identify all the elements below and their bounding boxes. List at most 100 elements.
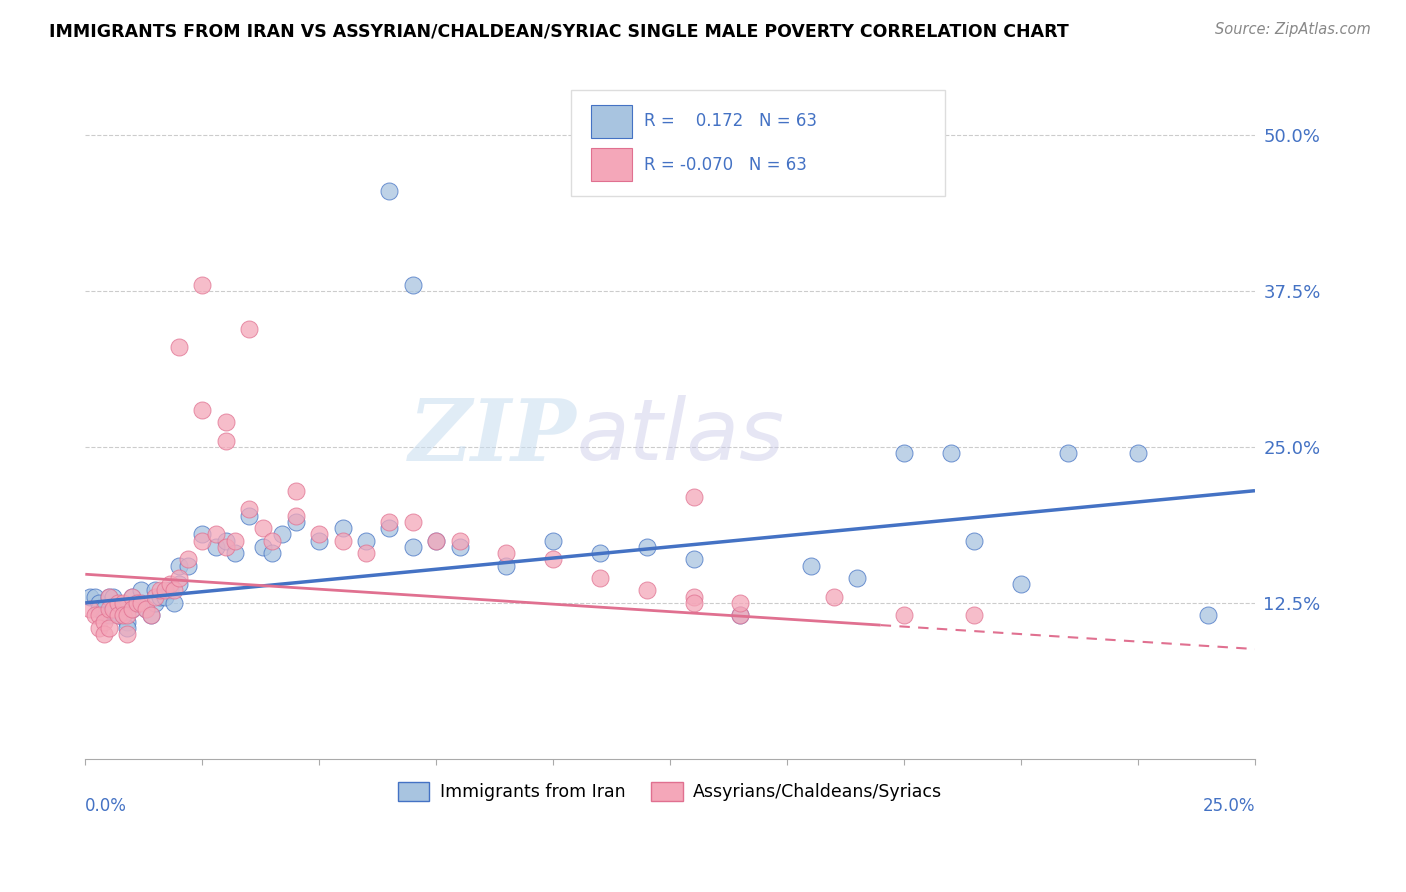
Point bbox=[284, 508, 307, 523]
Point bbox=[238, 502, 260, 516]
Text: ZIP: ZIP bbox=[409, 394, 576, 478]
Point bbox=[121, 590, 143, 604]
Point bbox=[83, 590, 105, 604]
Point bbox=[636, 583, 658, 598]
Point bbox=[963, 608, 986, 623]
Point bbox=[963, 533, 986, 548]
Point bbox=[191, 533, 214, 548]
Point bbox=[97, 590, 120, 604]
Point bbox=[79, 590, 101, 604]
FancyBboxPatch shape bbox=[571, 90, 945, 196]
Point bbox=[131, 596, 153, 610]
Point bbox=[107, 608, 129, 623]
Point bbox=[111, 608, 134, 623]
Point bbox=[139, 608, 162, 623]
Point bbox=[163, 583, 186, 598]
Text: IMMIGRANTS FROM IRAN VS ASSYRIAN/CHALDEAN/SYRIAC SINGLE MALE POVERTY CORRELATION: IMMIGRANTS FROM IRAN VS ASSYRIAN/CHALDEA… bbox=[49, 22, 1069, 40]
Point bbox=[191, 277, 214, 292]
FancyBboxPatch shape bbox=[591, 148, 631, 181]
Point bbox=[167, 577, 190, 591]
Point bbox=[238, 321, 260, 335]
Point bbox=[682, 552, 704, 566]
Point bbox=[117, 627, 139, 641]
Point bbox=[262, 546, 284, 560]
Point bbox=[89, 602, 111, 616]
Point bbox=[1010, 577, 1032, 591]
Point bbox=[131, 583, 153, 598]
Point bbox=[1056, 446, 1078, 460]
Point bbox=[93, 627, 115, 641]
Text: 0.0%: 0.0% bbox=[86, 797, 127, 814]
Point bbox=[354, 533, 377, 548]
Point bbox=[402, 540, 425, 554]
Point bbox=[159, 577, 181, 591]
Point bbox=[893, 446, 915, 460]
Point bbox=[191, 527, 214, 541]
Point bbox=[121, 590, 143, 604]
Point bbox=[145, 596, 167, 610]
Point bbox=[93, 615, 115, 629]
Point bbox=[402, 515, 425, 529]
Point bbox=[730, 608, 752, 623]
Point bbox=[79, 602, 101, 616]
Point bbox=[111, 602, 134, 616]
Point bbox=[224, 533, 246, 548]
Point bbox=[121, 602, 143, 616]
Point bbox=[163, 596, 186, 610]
Point bbox=[167, 558, 190, 573]
Point bbox=[111, 608, 134, 623]
Point bbox=[541, 552, 564, 566]
Legend: Immigrants from Iran, Assyrians/Chaldeans/Syriacs: Immigrants from Iran, Assyrians/Chaldean… bbox=[391, 775, 949, 808]
Point bbox=[214, 533, 236, 548]
Point bbox=[103, 590, 125, 604]
Point bbox=[332, 533, 354, 548]
Point bbox=[238, 508, 260, 523]
Point bbox=[214, 540, 236, 554]
Point bbox=[125, 596, 148, 610]
Point bbox=[378, 521, 401, 535]
Point bbox=[495, 558, 517, 573]
Point bbox=[153, 590, 176, 604]
Point bbox=[541, 533, 564, 548]
Point bbox=[893, 608, 915, 623]
Point bbox=[823, 590, 845, 604]
Point bbox=[145, 583, 167, 598]
Point bbox=[139, 608, 162, 623]
Point bbox=[425, 533, 447, 548]
Point bbox=[103, 602, 125, 616]
Point bbox=[214, 434, 236, 448]
Point bbox=[97, 602, 120, 616]
Point bbox=[177, 552, 200, 566]
Point bbox=[117, 615, 139, 629]
Point bbox=[205, 540, 228, 554]
Point bbox=[939, 446, 962, 460]
Point bbox=[149, 590, 172, 604]
Point bbox=[135, 602, 157, 616]
Point bbox=[449, 533, 471, 548]
Point bbox=[1197, 608, 1219, 623]
Point bbox=[149, 583, 172, 598]
Point bbox=[262, 533, 284, 548]
Point bbox=[107, 596, 129, 610]
Point bbox=[93, 608, 115, 623]
Point bbox=[378, 515, 401, 529]
Point bbox=[846, 571, 869, 585]
Point bbox=[682, 590, 704, 604]
Point bbox=[682, 490, 704, 504]
Point bbox=[224, 546, 246, 560]
Point bbox=[449, 540, 471, 554]
FancyBboxPatch shape bbox=[591, 105, 631, 138]
Point bbox=[495, 546, 517, 560]
Point bbox=[730, 608, 752, 623]
Point bbox=[308, 533, 330, 548]
Point bbox=[589, 546, 612, 560]
Point bbox=[1126, 446, 1149, 460]
Point bbox=[89, 608, 111, 623]
Point bbox=[425, 533, 447, 548]
Point bbox=[308, 527, 330, 541]
Text: 25.0%: 25.0% bbox=[1202, 797, 1256, 814]
Text: R = -0.070   N = 63: R = -0.070 N = 63 bbox=[644, 156, 807, 174]
Point bbox=[97, 608, 120, 623]
Point bbox=[103, 602, 125, 616]
Point bbox=[682, 596, 704, 610]
